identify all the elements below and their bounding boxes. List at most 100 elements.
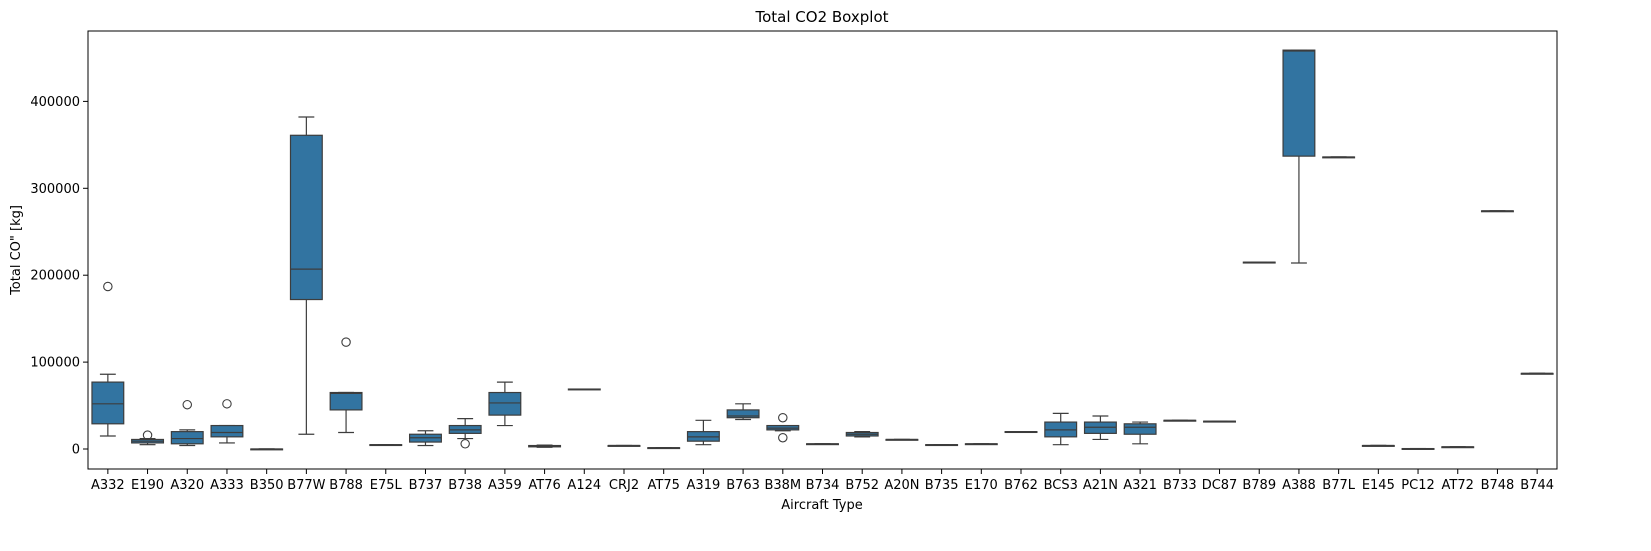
box-b762 (1004, 431, 1038, 434)
x-tick-label: A21N (1083, 478, 1118, 493)
box-crj2 (607, 444, 641, 447)
iqr-box-a333 (210, 424, 244, 438)
box-dc87 (1203, 420, 1237, 423)
x-tick-label: B737 (409, 478, 443, 493)
x-tick-label: B789 (1242, 478, 1276, 493)
box-e145 (1361, 444, 1395, 447)
x-tick-label: B735 (925, 478, 959, 493)
box-b752 (845, 431, 879, 438)
y-tick-label: 300000 (30, 182, 80, 197)
outlier-a320 (182, 399, 193, 410)
iqr-box-a320 (170, 431, 204, 445)
outlier-b38m (778, 432, 788, 443)
box-b788 (329, 337, 363, 434)
box-a333 (210, 399, 244, 444)
box-b738 (448, 417, 482, 449)
x-tick-label: B752 (845, 478, 879, 493)
outlier-a333 (222, 399, 232, 409)
y-tick-label: 400000 (30, 95, 80, 110)
x-axis-label: Aircraft Type (781, 498, 862, 513)
iqr-box-a332 (91, 381, 125, 425)
x-tick-label: A321 (1123, 478, 1157, 493)
box-b737 (408, 430, 442, 447)
x-tick-label: B733 (1163, 478, 1197, 493)
box-a20n (885, 438, 919, 441)
x-tick-label: B38M (764, 478, 801, 493)
box-a124 (567, 388, 601, 391)
chart-title: Total CO2 Boxplot (754, 8, 888, 26)
box-a319 (686, 419, 720, 446)
box-b748 (1480, 210, 1514, 213)
x-tick-label: PC12 (1401, 478, 1434, 493)
box-at75 (647, 447, 681, 450)
box-b77l (1322, 156, 1356, 159)
x-tick-label: AT72 (1442, 478, 1474, 493)
box-a359 (488, 381, 522, 427)
box-b789 (1242, 261, 1276, 264)
box-a388 (1282, 49, 1316, 264)
box-b735 (925, 444, 959, 447)
x-tick-label: B734 (806, 478, 840, 493)
outlier-b738 (460, 439, 470, 449)
box-b763 (726, 403, 760, 421)
x-axis: A332 E190 A320 A333 B350 B77W B788 E75L B737 B738… (91, 469, 1554, 493)
x-tick-label: A319 (687, 478, 721, 493)
box-e75l (369, 444, 403, 447)
iqr-box-a359 (488, 391, 522, 416)
x-tick-label: A359 (488, 478, 522, 493)
outlier-e190 (142, 430, 153, 440)
iqr-box-b763 (726, 409, 760, 419)
x-tick-label: B762 (1004, 478, 1038, 493)
x-tick-label: E170 (965, 478, 998, 493)
x-tick-label: B350 (250, 478, 284, 493)
x-tick-label: A388 (1282, 478, 1316, 493)
x-tick-label: A333 (210, 478, 244, 493)
outlier-a332 (103, 281, 113, 292)
box-bcs3 (1044, 412, 1078, 446)
box-b733 (1163, 419, 1197, 422)
y-tick-label: 0 (72, 443, 80, 458)
box-b350 (250, 448, 284, 451)
x-tick-label: B738 (448, 478, 482, 493)
x-tick-label: AT75 (648, 478, 680, 493)
x-tick-label: B77W (287, 478, 325, 493)
box-a332 (91, 281, 125, 437)
box-a21n (1083, 415, 1117, 441)
outlier-b38m (778, 412, 788, 423)
iqr-box-b788 (329, 391, 363, 411)
x-tick-label: E145 (1362, 478, 1395, 493)
x-tick-label: A320 (170, 478, 204, 493)
x-tick-label: A20N (884, 478, 919, 493)
box-a321 (1123, 421, 1157, 445)
box-e170 (964, 443, 998, 446)
y-axis-label: Total CO" [kg] (9, 205, 24, 296)
iqr-box-a388 (1282, 49, 1316, 157)
x-tick-label: B77L (1322, 478, 1355, 493)
x-tick-label: AT76 (528, 478, 560, 493)
iqr-box-b77w (289, 134, 323, 301)
x-tick-label: B763 (726, 478, 760, 493)
box-pc12 (1401, 447, 1435, 450)
outlier-b788 (341, 337, 351, 347)
x-tick-label: DC87 (1202, 478, 1238, 493)
y-tick-label: 200000 (30, 269, 80, 284)
box-e190 (131, 430, 165, 446)
x-tick-label: CRJ2 (609, 478, 639, 493)
box-at72 (1441, 446, 1475, 449)
x-tick-label: E75L (370, 478, 403, 493)
iqr-box-a321 (1123, 423, 1157, 435)
y-tick-label: 100000 (30, 356, 80, 371)
plot-area (91, 49, 1554, 451)
x-tick-label: B744 (1520, 478, 1554, 493)
x-tick-label: A124 (567, 478, 601, 493)
x-tick-label: B788 (329, 478, 363, 493)
box-b734 (806, 443, 839, 446)
y-axis: 0 100000 200000 300000 400000 (30, 95, 88, 458)
x-tick-label: B748 (1481, 478, 1515, 493)
x-tick-label: E190 (131, 478, 164, 493)
box-b744 (1520, 372, 1554, 375)
box-a320 (170, 399, 204, 447)
x-tick-label: BCS3 (1044, 478, 1078, 493)
